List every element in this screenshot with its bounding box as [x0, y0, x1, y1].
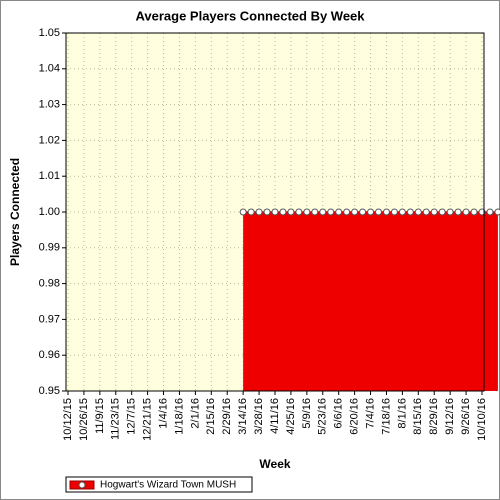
point-marker	[279, 208, 287, 216]
x-tick-label: 6/20/16	[349, 398, 361, 435]
point-marker	[422, 208, 430, 216]
x-tick-label: 9/26/16	[460, 398, 472, 435]
x-tick-label: 2/1/16	[189, 398, 201, 429]
y-tick-label: 0.96	[39, 349, 60, 361]
x-tick-label: 3/14/16	[237, 398, 249, 435]
x-tick-label: 8/15/16	[412, 398, 424, 435]
area-fill	[243, 212, 498, 391]
y-tick-label: 0.99	[39, 242, 60, 254]
x-tick-label: 12/7/15	[126, 398, 138, 435]
x-tick-label: 2/29/16	[221, 398, 233, 435]
x-tick-label: 3/28/16	[253, 398, 265, 435]
y-tick-label: 1.04	[39, 63, 60, 75]
point-marker	[390, 208, 398, 216]
point-marker	[414, 208, 422, 216]
x-tick-label: 2/15/16	[205, 398, 217, 435]
y-tick-label: 1.05	[39, 27, 60, 39]
legend-label: Hogwart's Wizard Town MUSH	[100, 480, 236, 491]
point-marker	[486, 208, 494, 216]
point-marker	[335, 208, 343, 216]
point-marker	[271, 208, 279, 216]
point-marker	[454, 208, 462, 216]
x-tick-label: 5/9/16	[301, 398, 313, 429]
x-tick-label: 7/18/16	[380, 398, 392, 435]
x-tick-label: 7/4/16	[364, 398, 376, 429]
point-marker	[462, 208, 470, 216]
x-tick-label: 11/9/15	[94, 398, 106, 434]
y-tick-label: 1.03	[39, 99, 60, 111]
y-axis-label: Players Connected	[8, 158, 22, 266]
x-tick-label: 8/29/16	[428, 398, 440, 435]
point-marker	[327, 208, 335, 216]
x-tick-label: 4/11/16	[269, 398, 281, 434]
point-marker	[359, 208, 367, 216]
point-marker	[494, 208, 500, 216]
point-marker	[343, 208, 351, 216]
y-tick-label: 0.95	[39, 385, 60, 397]
point-marker	[255, 208, 263, 216]
point-marker	[311, 208, 319, 216]
point-marker	[295, 208, 303, 216]
legend-marker	[78, 481, 86, 489]
chart-title: Average Players Connected By Week	[135, 8, 365, 23]
x-tick-label: 10/12/15	[62, 398, 74, 441]
point-marker	[239, 208, 247, 216]
point-marker	[303, 208, 311, 216]
x-tick-label: 9/12/16	[444, 398, 456, 435]
x-tick-label: 1/4/16	[157, 398, 169, 429]
point-marker	[367, 208, 375, 216]
x-tick-label: 10/26/15	[78, 398, 90, 441]
point-marker	[446, 208, 454, 216]
point-marker	[351, 208, 359, 216]
x-tick-label: 6/6/16	[333, 398, 345, 429]
x-tick-label: 5/23/16	[317, 398, 329, 435]
x-tick-label: 4/25/16	[285, 398, 297, 435]
point-marker	[375, 208, 382, 216]
x-tick-label: 12/21/15	[142, 398, 154, 441]
point-marker	[319, 208, 327, 216]
point-marker	[382, 208, 390, 216]
x-tick-label: 1/18/16	[173, 398, 185, 435]
y-tick-label: 1.01	[39, 170, 60, 182]
point-marker	[263, 208, 271, 216]
point-marker	[287, 208, 295, 216]
y-tick-label: 1.00	[39, 206, 60, 218]
plot-border	[65, 32, 485, 392]
point-marker	[247, 208, 255, 216]
y-tick-label: 1.02	[39, 134, 60, 146]
x-tick-label: 11/23/15	[110, 398, 122, 440]
legend-box	[65, 476, 253, 493]
x-axis-label: Week	[259, 457, 290, 471]
point-marker	[438, 208, 446, 216]
y-tick-label: 0.98	[39, 278, 60, 290]
point-marker	[398, 208, 406, 216]
point-marker	[470, 208, 478, 216]
y-tick-label: 0.97	[39, 313, 60, 325]
x-tick-label: 8/1/16	[396, 398, 408, 429]
point-marker	[406, 208, 414, 216]
x-tick-label: 10/10/16	[476, 398, 488, 441]
point-marker	[430, 208, 438, 216]
